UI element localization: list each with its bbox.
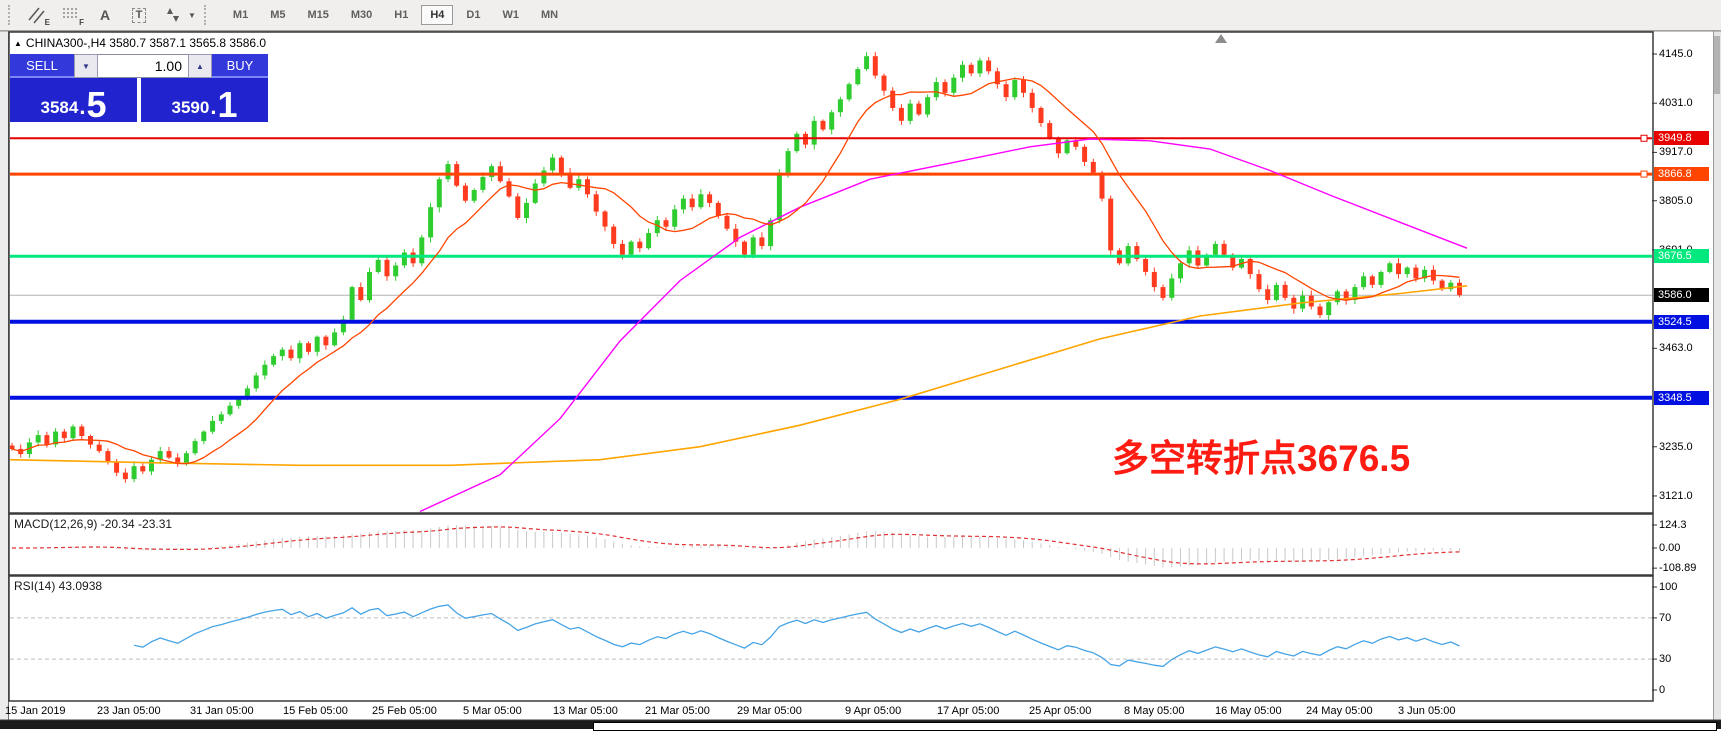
rsi-tick-0: 0	[1659, 684, 1666, 696]
current-price-badge: 3586.0	[1654, 288, 1709, 303]
tf-m15[interactable]: M15	[307, 9, 329, 21]
date-tick: 21 Mar 05:00	[645, 705, 710, 717]
date-tick: 15 Feb 05:00	[283, 705, 348, 717]
text-icon[interactable]: A	[92, 4, 118, 26]
date-tick: 8 May 05:00	[1124, 705, 1185, 717]
tf-mn[interactable]: MN	[540, 9, 559, 21]
timeframe-toolbar: M1 M5 M15 M30 H1 H4 D1 W1 MN	[222, 5, 569, 25]
date-tick: 3 Jun 05:00	[1398, 705, 1456, 717]
chart-header: ▲ CHINA300-,H4 3580.7 3587.1 3565.8 3586.…	[14, 36, 266, 50]
price-tick-4031.0: 4031.0	[1659, 97, 1693, 110]
symbol-ohlc-text: CHINA300-,H4 3580.7 3587.1 3565.8 3586.0	[25, 36, 267, 50]
buy-button[interactable]: BUY	[212, 54, 268, 78]
sell-button[interactable]: SELL	[10, 54, 74, 78]
tf-d1[interactable]: D1	[466, 9, 481, 21]
date-tick: 15 Jan 2019	[5, 705, 66, 717]
date-tick: 16 May 05:00	[1215, 705, 1282, 717]
toolbar: E F A T ▼ M1 M5 M15 M30 H1 H4 D1 W1 MN	[0, 0, 1721, 31]
price-badge-3348.5: 3348.5	[1654, 390, 1709, 405]
tf-m1[interactable]: M1	[232, 9, 249, 21]
macd-tick-0.00: 0.00	[1659, 542, 1681, 554]
buy-price-frac: 1	[217, 84, 238, 126]
price-tick-4145.0: 4145.0	[1659, 48, 1693, 60]
text-tool-letter: A	[99, 7, 111, 23]
price-tick-3463.0: 3463.0	[1659, 342, 1693, 355]
sell-price[interactable]: 3584 . 5	[10, 78, 137, 126]
equidistant-channel-glyph	[28, 7, 45, 24]
one-click-trading-panel: SELL ▼ ▲ BUY 3584 . 5 3590 . 1	[10, 54, 268, 126]
date-tick: 23 Jan 05:00	[97, 705, 161, 717]
date-tick: 29 Mar 05:00	[737, 705, 802, 717]
tf-h4[interactable]: H4	[421, 5, 454, 25]
equidistant-channel-icon[interactable]: E	[24, 4, 50, 27]
price-tick-3121.0: 3121.0	[1659, 489, 1693, 502]
macd-tick-124.3: 124.3	[1659, 519, 1687, 531]
date-tick: 25 Feb 05:00	[372, 705, 437, 717]
price-tick-3917.0: 3917.0	[1659, 146, 1693, 159]
chart-window	[0, 31, 1721, 720]
date-tick: 9 Apr 05:00	[845, 705, 902, 717]
arrows-dropdown-caret[interactable]: ▼	[188, 10, 196, 20]
price-badge-3949.8: 3949.8	[1654, 131, 1709, 146]
price-badge-3676.5: 3676.5	[1654, 249, 1709, 264]
date-tick: 25 Apr 05:00	[1029, 705, 1092, 717]
right-scrollbar[interactable]	[1713, 31, 1721, 720]
one-click-top-row: SELL ▼ ▲ BUY	[10, 54, 268, 78]
rsi-label: RSI(14) 43.0938	[14, 579, 103, 593]
sell-price-frac: 5	[86, 84, 107, 126]
date-tick: 17 Apr 05:00	[937, 705, 1000, 717]
price-badge-3524.5: 3524.5	[1654, 314, 1709, 329]
macd-tick--108.89: -108.89	[1659, 562, 1697, 575]
date-tick: 5 Mar 05:00	[463, 705, 522, 717]
fibonacci-icon[interactable]: F	[58, 4, 84, 27]
date-tick: 13 Mar 05:00	[553, 705, 618, 717]
tf-w1[interactable]: W1	[502, 9, 519, 21]
right-scrollbar-thumb[interactable]	[1714, 36, 1720, 94]
one-click-prices: 3584 . 5 3590 . 1	[10, 78, 268, 126]
rsi-tick-30: 30	[1659, 653, 1672, 666]
rsi-tick-70: 70	[1659, 611, 1672, 624]
buy-price-point: .	[210, 94, 217, 119]
price-badge-3866.8: 3866.8	[1654, 167, 1709, 182]
tf-h1[interactable]: H1	[394, 9, 409, 21]
volume-decrease-button[interactable]: ▼	[74, 54, 98, 78]
macd-label: MACD(12,26,9) -20.34 -23.31	[14, 517, 173, 531]
sell-price-main: 3584	[40, 98, 79, 117]
label-tool-letter: T	[131, 7, 147, 23]
buy-price-main: 3590	[171, 98, 210, 117]
rsi-tick-100: 100	[1659, 581, 1678, 593]
price-tick-3235.0: 3235.0	[1659, 440, 1693, 453]
sell-price-point: .	[79, 94, 86, 119]
volume-input[interactable]	[98, 54, 188, 78]
date-tick: 31 Jan 05:00	[190, 705, 254, 717]
collapse-icon[interactable]: ▲	[14, 39, 22, 48]
toolbar-drag-handle-2[interactable]	[203, 5, 210, 25]
volume-increase-button[interactable]: ▲	[188, 54, 212, 78]
fibonacci-glyph	[63, 8, 79, 18]
date-tick: 24 May 05:00	[1306, 705, 1373, 717]
fibo-sub-label: F	[79, 18, 84, 27]
channel-sub-label: E	[44, 18, 50, 27]
arrows-glyph	[167, 8, 179, 22]
price-tick-3805.0: 3805.0	[1659, 194, 1693, 207]
tf-m30[interactable]: M30	[350, 9, 373, 21]
arrows-icon[interactable]	[160, 4, 186, 26]
toolbar-drag-handle[interactable]	[8, 5, 14, 25]
chart-annotation-text: 多空转折点3676.5	[1112, 438, 1411, 479]
text-label-icon[interactable]: T	[126, 4, 152, 26]
tf-m5[interactable]: M5	[270, 9, 286, 21]
buy-price[interactable]: 3590 . 1	[141, 78, 268, 126]
